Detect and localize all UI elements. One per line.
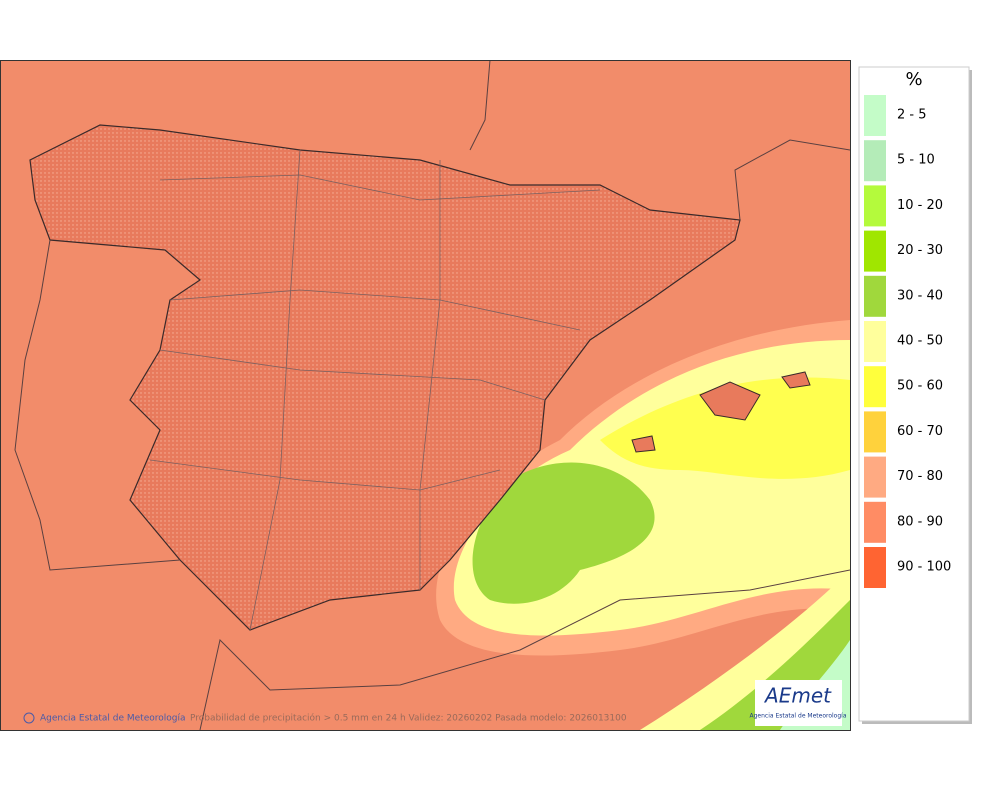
- legend-label: 5 - 10: [897, 153, 935, 168]
- legend-title: %: [905, 69, 922, 90]
- logo-name: AEmet: [763, 684, 832, 708]
- legend-label: 90 - 100: [897, 560, 951, 575]
- legend-label: 2 - 5: [897, 108, 927, 123]
- legend-swatch: [864, 275, 886, 317]
- legend-swatch: [864, 140, 886, 182]
- legend-swatch: [864, 411, 886, 453]
- logo-subtitle: Agencia Estatal de Meteorología: [750, 713, 847, 720]
- legend: % 2 - 5 5 - 10 10 - 20 20 - 30 30 - 40 40 - 5…: [858, 66, 972, 724]
- legend-label: 10 - 20: [897, 198, 943, 213]
- map: Agencia Estatal de Meteorología Probabil…: [0, 60, 850, 730]
- legend-label: 50 - 60: [897, 379, 943, 394]
- legend-label: 40 - 50: [897, 334, 943, 349]
- legend-label: 30 - 40: [897, 288, 943, 303]
- footer-caption: Probabilidad de precipitación > 0.5 mm e…: [190, 713, 627, 724]
- legend-label: 20 - 30: [897, 243, 943, 258]
- legend-label: 70 - 80: [897, 469, 943, 484]
- map-frame: [0, 60, 851, 731]
- logo-box: [755, 680, 842, 726]
- legend-swatch: [864, 366, 886, 408]
- legend-swatch: [864, 501, 886, 543]
- legend-label: 60 - 70: [897, 424, 943, 439]
- legend-swatch: [864, 456, 886, 498]
- legend-swatch: [864, 95, 886, 136]
- legend-swatch: [864, 547, 886, 588]
- legend-swatch: [864, 321, 886, 362]
- legend-label: 80 - 90: [897, 514, 943, 529]
- legend-swatch: [864, 185, 886, 227]
- copyright-icon: [23, 712, 35, 724]
- legend-swatch: [864, 230, 886, 272]
- footer-agency: Agencia Estatal de Meteorología: [40, 714, 186, 724]
